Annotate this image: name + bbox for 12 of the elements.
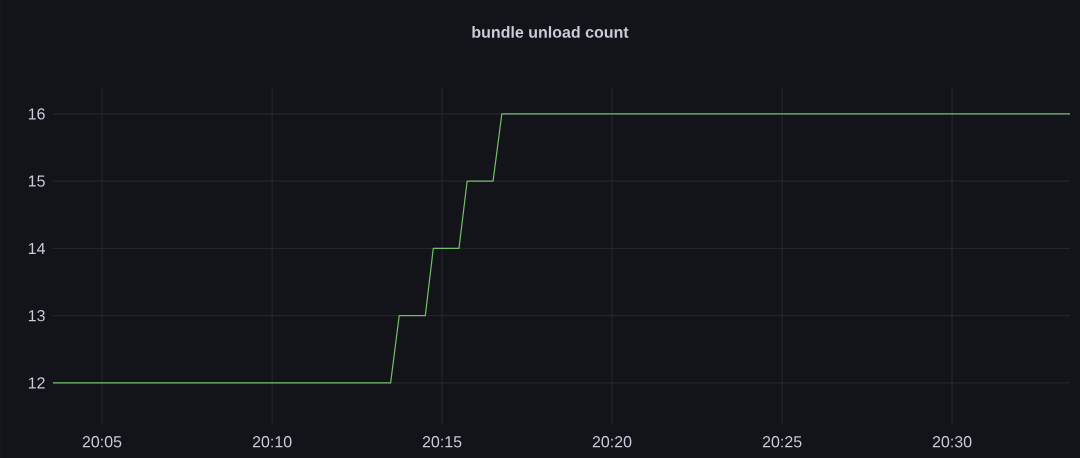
y-tick-label: 14	[28, 242, 45, 254]
x-tick-label: 20:25	[762, 436, 802, 448]
x-tick-label: 20:10	[252, 436, 292, 448]
y-tick-label: 16	[28, 108, 45, 120]
chart-title: bundle unload count	[472, 26, 629, 38]
x-tick-label: 20:15	[422, 436, 462, 448]
y-tick-label: 15	[28, 175, 45, 187]
y-tick-label: 13	[28, 309, 45, 322]
x-tick-label: 20:20	[592, 436, 632, 448]
x-tick-label: 20:05	[82, 436, 122, 448]
y-tick-label: 12	[28, 377, 45, 389]
x-tick-label: 20:30	[932, 436, 972, 448]
